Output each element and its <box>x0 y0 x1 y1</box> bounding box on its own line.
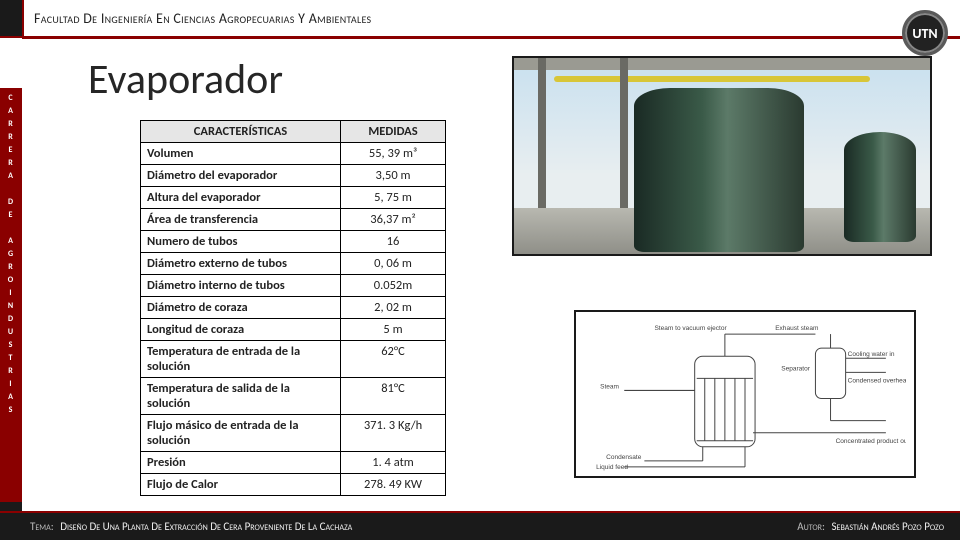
bottom-footer: Tema: Diseño De Una Planta De Extracción… <box>0 513 960 540</box>
lbl-b: Exhaust steam <box>775 325 819 332</box>
top-header: Facultad De Ingeniería En Ciencias Agrop… <box>0 0 960 36</box>
left-side-strip: C A R R E R A D E A G R O I N D U S T R … <box>0 38 22 513</box>
cell-medida: 55, 39 m³ <box>341 143 446 165</box>
table-row: Presión1. 4 atm <box>141 452 446 474</box>
table-row: Área de transferencia36,37 m² <box>141 209 446 231</box>
cell-medida: 5 m <box>341 319 446 341</box>
cell-caracteristica: Volumen <box>141 143 341 165</box>
table-row: Longitud de coraza5 m <box>141 319 446 341</box>
lbl-i: Concentrated product out <box>836 438 906 445</box>
th-caracteristicas: CARACTERÍSTICAS <box>141 121 341 143</box>
table-row: Temperatura de salida de la solución81°C <box>141 378 446 415</box>
lbl-a: Steam to vacuum ejector <box>654 325 727 332</box>
cell-medida: 2, 02 m <box>341 297 446 319</box>
lbl-e: Condensed overhead <box>848 377 906 384</box>
table-row: Diámetro del evaporador3,50 m <box>141 165 446 187</box>
th-medidas: MEDIDAS <box>341 121 446 143</box>
cell-caracteristica: Numero de tubos <box>141 231 341 253</box>
top-red-rule <box>0 36 960 39</box>
cell-medida: 36,37 m² <box>341 209 446 231</box>
cell-caracteristica: Flujo másico de entrada de la solución <box>141 415 341 452</box>
lbl-h: Liquid feed <box>596 464 628 471</box>
cell-medida: 81°C <box>341 378 446 415</box>
cell-medida: 0, 06 m <box>341 253 446 275</box>
lbl-f: Steam <box>600 383 619 390</box>
cell-caracteristica: Área de transferencia <box>141 209 341 231</box>
cell-caracteristica: Temperatura de salida de la solución <box>141 378 341 415</box>
cell-medida: 5, 75 m <box>341 187 446 209</box>
table-row: Flujo de Calor278. 49 KW <box>141 474 446 496</box>
cell-medida: 278. 49 KW <box>341 474 446 496</box>
lbl-c: Cooling water in <box>848 351 895 358</box>
side-white-gap <box>0 38 22 88</box>
cell-medida: 3,50 m <box>341 165 446 187</box>
table-row: Diámetro interno de tubos0.052m <box>141 275 446 297</box>
cell-caracteristica: Longitud de coraza <box>141 319 341 341</box>
tema-label: Tema: <box>30 520 54 533</box>
evaporator-render-image <box>512 56 932 256</box>
table-row: Volumen55, 39 m³ <box>141 143 446 165</box>
table-row: Numero de tubos16 <box>141 231 446 253</box>
table-row: Temperatura de entrada de la solución62°… <box>141 341 446 378</box>
cell-caracteristica: Flujo de Calor <box>141 474 341 496</box>
table-row: Diámetro de coraza2, 02 m <box>141 297 446 319</box>
cell-medida: 0.052m <box>341 275 446 297</box>
cell-caracteristica: Diámetro externo de tubos <box>141 253 341 275</box>
cell-medida: 371. 3 Kg/h <box>341 415 446 452</box>
lbl-d: Separator <box>781 365 811 372</box>
cell-caracteristica: Diámetro del evaporador <box>141 165 341 187</box>
autor-value: Sebastián Andrés Pozo Pozo <box>831 520 944 533</box>
cell-caracteristica: Diámetro interno de tubos <box>141 275 341 297</box>
cell-caracteristica: Diámetro de coraza <box>141 297 341 319</box>
tema-value: Diseño De Una Planta De Extracción De Ce… <box>60 520 352 533</box>
cell-caracteristica: Altura del evaporador <box>141 187 341 209</box>
cell-medida: 62°C <box>341 341 446 378</box>
evaporator-schematic-image: Steam to vacuum ejector Exhaust steam Co… <box>574 310 916 478</box>
table-row: Flujo másico de entrada de la solución37… <box>141 415 446 452</box>
specs-table: CARACTERÍSTICAS MEDIDAS Volumen55, 39 m³… <box>140 120 446 496</box>
lbl-g: Condensate <box>606 454 642 461</box>
table-row: Diámetro externo de tubos0, 06 m <box>141 253 446 275</box>
page-title: Evaporador <box>88 54 283 105</box>
faculty-title: Facultad De Ingeniería En Ciencias Agrop… <box>24 10 371 27</box>
cell-caracteristica: Presión <box>141 452 341 474</box>
cell-medida: 1. 4 atm <box>341 452 446 474</box>
table-row: Altura del evaporador5, 75 m <box>141 187 446 209</box>
autor-label: Autor: <box>797 520 825 533</box>
side-carrera-label: C A R R E R A D E A G R O I N D U S T R … <box>0 88 22 499</box>
top-left-block <box>0 0 24 36</box>
cell-medida: 16 <box>341 231 446 253</box>
cell-caracteristica: Temperatura de entrada de la solución <box>141 341 341 378</box>
utn-logo-badge: UTN <box>902 10 948 56</box>
